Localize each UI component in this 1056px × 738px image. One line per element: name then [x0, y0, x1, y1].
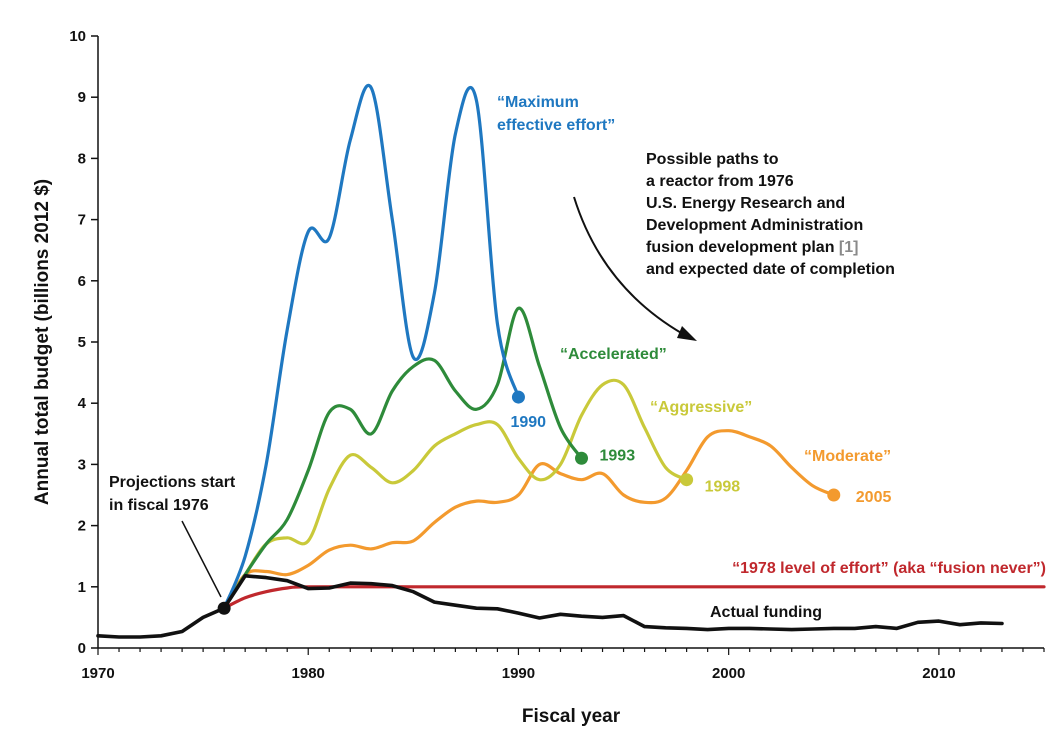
y-tick-label: 3 [78, 456, 86, 473]
projection-start-marker [217, 601, 231, 615]
series-line-accelerated [222, 306, 584, 610]
maximum-label-line2: effective effort” [497, 117, 615, 134]
endpoint-label-aggressive: 1998 [705, 479, 741, 496]
y-tick-label: 8 [78, 150, 86, 167]
endpoint-label-moderate: 2005 [856, 489, 892, 506]
level-1978-label: “1978 level of effort” (aka “fusion neve… [732, 560, 1046, 577]
projections-label-line2: in fiscal 1976 [109, 497, 209, 514]
y-axis-title: Annual total budget (billions 2012 $) [32, 179, 53, 505]
paths-note-line1: Possible paths to [646, 151, 779, 168]
paths-note: Possible paths to a reactor from 1976 U.… [646, 151, 895, 278]
projections-label-line1: Projections start [109, 474, 236, 491]
y-tick-label: 5 [78, 334, 86, 351]
projections-pointer [181, 520, 222, 598]
series-line-level-1978 [222, 585, 1046, 610]
paths-note-line4: Development Administration [646, 217, 863, 234]
paths-note-line5: fusion development plan [1] [646, 239, 858, 256]
y-tick-label: 7 [78, 212, 86, 229]
y-tick-label: 0 [78, 640, 86, 657]
y-tick-label: 4 [78, 395, 87, 412]
paths-note-line5-text: fusion development plan [646, 239, 839, 256]
x-tick-label: 2010 [922, 665, 955, 682]
series-line-aggressive [222, 378, 689, 610]
aggressive-label: “Aggressive” [650, 399, 752, 416]
x-tick-label: 1990 [502, 665, 535, 682]
y-tick-label: 2 [78, 518, 86, 535]
series-line-actual-funding [96, 574, 1004, 639]
endpoint-label-maximum-effort: 1990 [510, 414, 546, 431]
x-axis-title: Fiscal year [522, 706, 621, 727]
x-tick-label: 1970 [81, 665, 114, 682]
y-tick-label: 1 [78, 579, 86, 596]
x-ticks: 1970 1980 1990 2000 2010 [81, 648, 1045, 682]
series-line-maximum-effort [222, 83, 520, 610]
endpoint-marker-accelerated [575, 451, 589, 465]
x-tick-label: 1980 [292, 665, 325, 682]
maximum-label-line1: “Maximum [497, 94, 579, 111]
paths-note-line6: and expected date of completion [646, 261, 895, 278]
actual-funding-label: Actual funding [710, 604, 822, 621]
y-tick-label: 9 [78, 89, 86, 106]
endpoint-label-accelerated: 1993 [600, 447, 636, 464]
series-line-moderate [222, 429, 836, 610]
moderate-label: “Moderate” [804, 448, 891, 465]
paths-note-line3: U.S. Energy Research and [646, 195, 845, 212]
x-tick-label: 2000 [712, 665, 745, 682]
endpoint-marker-moderate [827, 488, 841, 502]
endpoint-marker-aggressive [680, 473, 694, 487]
curved-arrow [573, 196, 684, 335]
y-tick-label: 6 [78, 273, 86, 290]
y-ticks: 0 1 2 3 4 5 6 7 8 9 10 [69, 28, 98, 657]
series-lines: 2005 1998 1993 1990 [96, 83, 1046, 639]
y-tick-label: 10 [69, 28, 86, 45]
endpoint-marker-maximum-effort [511, 390, 525, 404]
paths-note-reference[interactable]: [1] [839, 239, 859, 256]
accelerated-label: “Accelerated” [560, 346, 667, 363]
curved-arrow-head [677, 326, 697, 341]
paths-note-line2: a reactor from 1976 [646, 173, 794, 190]
